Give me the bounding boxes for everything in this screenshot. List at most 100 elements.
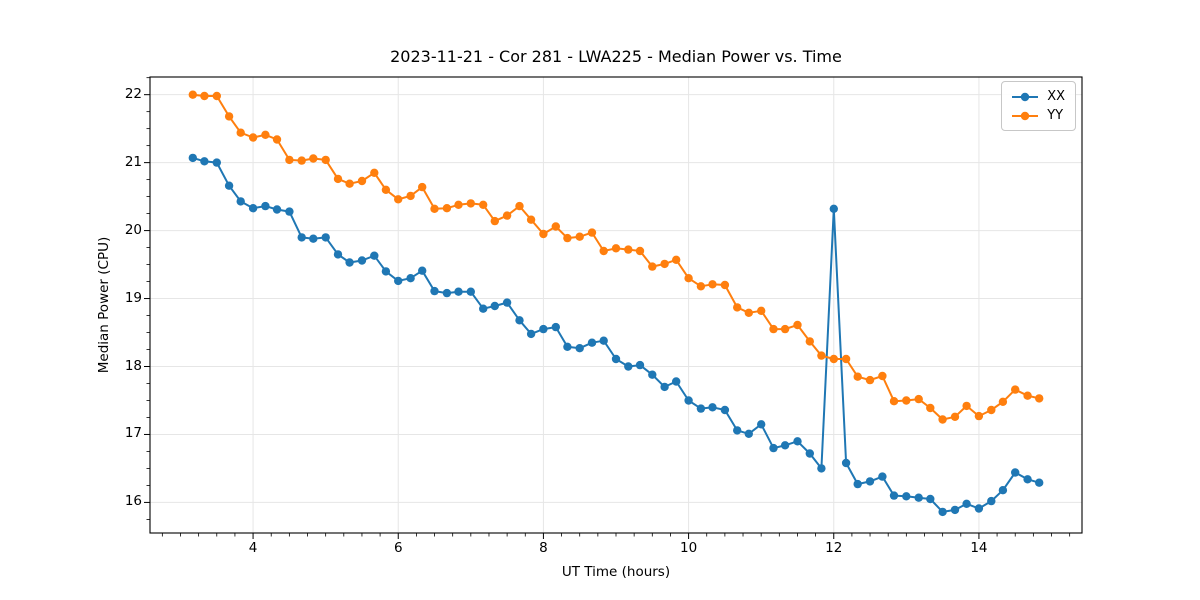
data-point-XX xyxy=(1011,468,1020,477)
data-point-YY xyxy=(394,195,403,204)
data-point-YY xyxy=(200,91,209,101)
data-point-YY xyxy=(720,280,730,290)
data-point-XX xyxy=(418,266,427,275)
data-point-XX xyxy=(950,505,960,515)
y-tick-label: 22 xyxy=(124,85,142,102)
data-point-YY xyxy=(515,201,524,211)
data-point-XX xyxy=(454,287,463,296)
y-tick-label: 21 xyxy=(124,153,142,170)
data-point-YY xyxy=(974,411,984,421)
data-point-XX xyxy=(853,479,862,489)
data-point-XX xyxy=(430,286,439,296)
data-point-XX xyxy=(188,153,197,163)
data-point-YY xyxy=(309,154,318,163)
data-point-YY xyxy=(272,135,282,144)
data-point-YY xyxy=(430,204,439,213)
data-point-YY xyxy=(817,351,826,360)
data-point-YY xyxy=(261,130,270,139)
data-point-XX xyxy=(817,464,826,473)
legend-label-xx: XX xyxy=(1047,89,1065,104)
data-point-YY xyxy=(648,262,657,271)
data-point-YY xyxy=(466,199,475,208)
data-point-XX xyxy=(272,205,282,214)
data-point-XX xyxy=(526,329,536,339)
data-point-XX xyxy=(962,499,971,508)
data-point-XX xyxy=(841,458,851,468)
data-point-XX xyxy=(998,486,1008,495)
data-point-YY xyxy=(188,90,197,99)
data-point-XX xyxy=(780,441,790,450)
data-point-XX xyxy=(829,204,838,213)
data-point-XX xyxy=(261,201,270,211)
data-point-YY xyxy=(442,204,452,213)
data-point-XX xyxy=(708,403,717,412)
data-point-XX xyxy=(587,338,597,347)
series-XX-line xyxy=(192,156,1040,513)
data-point-XX xyxy=(236,197,245,206)
x-tick-label: 10 xyxy=(679,540,698,556)
data-point-XX xyxy=(479,304,488,313)
data-point-XX xyxy=(938,507,947,517)
data-point-YY xyxy=(987,405,996,415)
x-tick-label: 8 xyxy=(539,540,548,556)
data-point-YY xyxy=(684,274,693,283)
data-point-YY xyxy=(672,255,681,264)
data-point-YY xyxy=(769,324,778,334)
data-point-XX xyxy=(357,256,367,265)
data-point-XX xyxy=(1035,478,1044,487)
data-point-YY xyxy=(660,259,669,269)
data-point-XX xyxy=(805,449,814,458)
data-point-YY xyxy=(744,308,753,317)
data-point-YY xyxy=(321,155,330,165)
data-point-YY xyxy=(587,228,597,237)
plot-frame xyxy=(149,76,1083,534)
data-point-YY xyxy=(865,375,875,385)
data-point-XX xyxy=(333,250,343,259)
data-point-XX xyxy=(769,443,778,453)
data-point-YY xyxy=(418,182,427,192)
data-point-XX xyxy=(539,324,548,334)
data-point-XX xyxy=(733,426,742,435)
legend-item-yy: YY xyxy=(1010,106,1065,125)
data-point-XX xyxy=(757,420,766,429)
data-point-XX xyxy=(394,276,403,286)
data-point-XX xyxy=(793,437,802,446)
y-tick-label: 19 xyxy=(124,289,142,306)
data-point-XX xyxy=(599,336,608,345)
x-axis-label: UT Time (hours) xyxy=(561,564,671,580)
data-point-XX xyxy=(502,298,512,307)
data-point-XX xyxy=(321,233,330,242)
data-point-YY xyxy=(599,246,608,256)
data-point-YY xyxy=(454,200,463,209)
data-point-YY xyxy=(914,394,923,404)
series-YY-markers xyxy=(188,90,1044,424)
data-point-YY xyxy=(841,354,851,364)
data-point-YY xyxy=(406,191,415,201)
y-tick-label: 17 xyxy=(124,425,142,442)
data-point-YY xyxy=(938,415,947,424)
data-point-YY xyxy=(611,244,621,253)
data-point-YY xyxy=(370,168,379,177)
data-point-YY xyxy=(696,282,706,291)
data-point-XX xyxy=(914,493,923,502)
data-point-YY xyxy=(733,303,742,312)
data-point-XX xyxy=(902,492,911,501)
data-point-YY xyxy=(381,185,391,194)
data-point-YY xyxy=(1011,385,1020,394)
data-point-YY xyxy=(624,245,633,254)
data-point-XX xyxy=(551,322,560,332)
data-point-XX xyxy=(345,258,354,267)
data-point-YY xyxy=(708,280,717,289)
data-point-YY xyxy=(926,403,935,413)
data-point-XX xyxy=(212,158,221,167)
legend-line-marker-icon xyxy=(1012,111,1039,120)
data-point-XX xyxy=(974,504,984,513)
data-point-YY xyxy=(248,133,258,142)
data-point-XX xyxy=(926,494,935,504)
data-point-YY xyxy=(998,397,1008,406)
data-point-YY xyxy=(805,337,814,346)
data-point-XX xyxy=(406,274,415,283)
chart-title: 2023-11-21 - Cor 281 - LWA225 - Median P… xyxy=(390,47,842,66)
data-point-XX xyxy=(200,157,209,166)
